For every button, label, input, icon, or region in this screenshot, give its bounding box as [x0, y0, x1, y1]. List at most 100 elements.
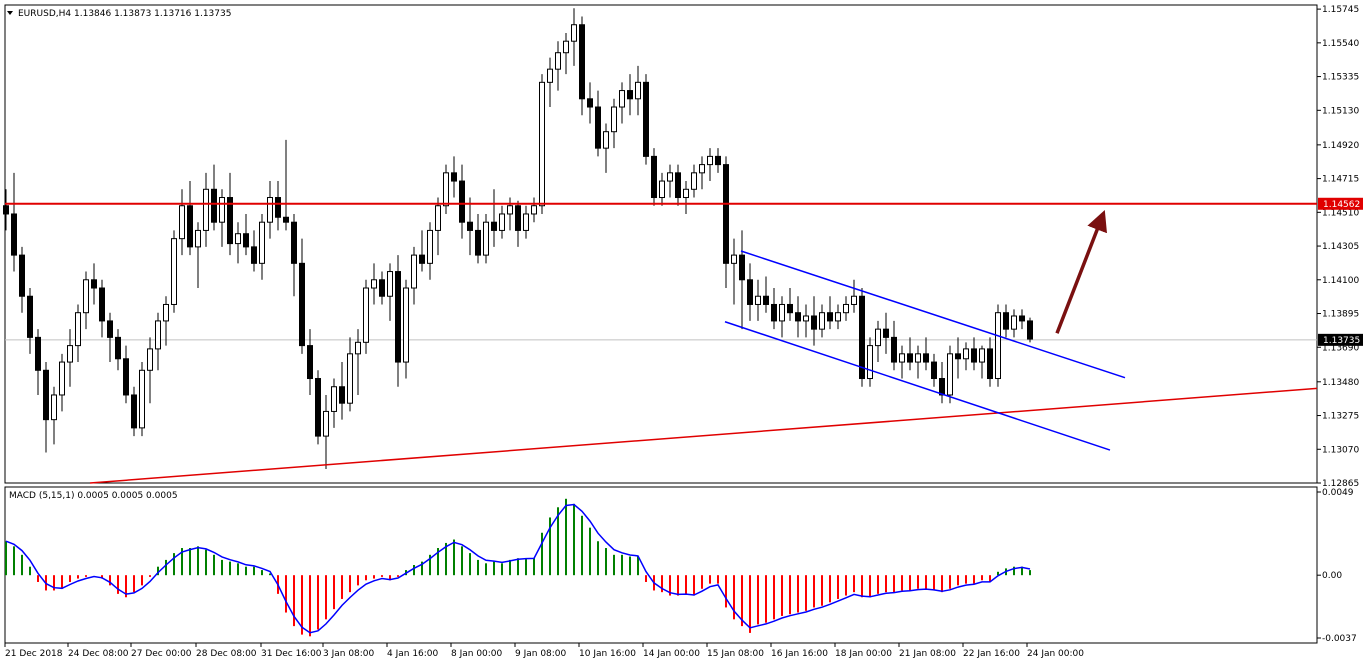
candle[interactable] [771, 288, 777, 330]
candle[interactable] [379, 271, 385, 305]
candle[interactable] [859, 288, 865, 387]
drawn-objects[interactable] [5, 202, 1318, 484]
candle[interactable] [123, 345, 129, 404]
candle[interactable] [835, 304, 841, 330]
candle[interactable] [747, 263, 753, 321]
candle[interactable] [563, 32, 569, 75]
candle[interactable] [371, 263, 377, 305]
candle[interactable] [651, 148, 657, 206]
candle[interactable] [83, 271, 89, 330]
candle[interactable] [715, 148, 721, 173]
candle[interactable] [19, 246, 25, 313]
candle[interactable] [1003, 304, 1009, 338]
candle[interactable] [275, 181, 281, 231]
candle[interactable] [315, 370, 321, 445]
candle[interactable] [699, 156, 705, 190]
candle[interactable] [515, 200, 521, 247]
candle[interactable] [307, 329, 313, 395]
candle[interactable] [675, 164, 681, 206]
candle[interactable] [659, 172, 665, 206]
candle[interactable] [435, 197, 441, 256]
candle[interactable] [243, 213, 249, 256]
candle[interactable] [931, 353, 937, 387]
candle[interactable] [875, 320, 881, 363]
candle[interactable] [843, 296, 849, 321]
candle[interactable] [883, 312, 889, 354]
candle[interactable] [1011, 309, 1017, 338]
candle[interactable] [259, 213, 265, 280]
candle[interactable] [667, 164, 673, 198]
channel-lower-line[interactable] [724, 321, 1111, 451]
candle[interactable] [347, 337, 353, 412]
candle[interactable] [451, 156, 457, 198]
candle[interactable] [59, 353, 65, 412]
candle[interactable] [395, 255, 401, 387]
candle[interactable] [619, 82, 625, 124]
candle[interactable] [171, 230, 177, 313]
candle[interactable] [899, 345, 905, 379]
candle[interactable] [267, 181, 273, 239]
candle[interactable] [971, 337, 977, 371]
candle[interactable] [851, 279, 857, 313]
candle[interactable] [219, 189, 225, 247]
candle[interactable] [499, 205, 505, 239]
candle[interactable] [979, 345, 985, 379]
candle[interactable] [195, 222, 201, 289]
candle[interactable] [299, 238, 305, 354]
candle[interactable] [155, 312, 161, 371]
candle[interactable] [579, 16, 585, 116]
candle[interactable] [147, 337, 153, 404]
candle[interactable] [323, 394, 329, 470]
candle[interactable] [67, 329, 73, 387]
candle[interactable] [99, 279, 105, 338]
candle[interactable] [867, 337, 873, 387]
candle[interactable] [3, 189, 9, 231]
candle[interactable] [75, 304, 81, 363]
candle[interactable] [1019, 309, 1025, 330]
candle[interactable] [291, 213, 297, 297]
candle[interactable] [587, 82, 593, 124]
candle[interactable] [27, 288, 33, 354]
candle[interactable] [611, 98, 617, 149]
candle[interactable] [539, 74, 545, 214]
candle[interactable] [483, 213, 489, 264]
candle[interactable] [955, 337, 961, 379]
candle[interactable] [811, 296, 817, 346]
candle[interactable] [547, 57, 553, 108]
candle[interactable] [11, 172, 17, 272]
candle[interactable] [603, 123, 609, 173]
candle[interactable] [923, 337, 929, 371]
candle[interactable] [947, 345, 953, 404]
candle[interactable] [731, 238, 737, 305]
candle[interactable] [707, 148, 713, 182]
candle[interactable] [91, 263, 97, 305]
candle[interactable] [723, 156, 729, 289]
support-trendline[interactable] [89, 387, 1318, 484]
candle[interactable] [187, 181, 193, 256]
candle[interactable] [939, 362, 945, 404]
candle[interactable] [755, 279, 761, 321]
candle[interactable] [907, 337, 913, 371]
candle[interactable] [779, 296, 785, 338]
candle[interactable] [43, 362, 49, 453]
candle[interactable] [403, 279, 409, 379]
candle[interactable] [683, 181, 689, 214]
price-axis[interactable]: 1.15745 1.15540 1.15335 1.15130 1.14920 1.147… [1317, 5, 1363, 644]
candle[interactable] [211, 164, 217, 231]
candle[interactable] [691, 164, 697, 198]
candle[interactable] [763, 276, 769, 313]
candle[interactable] [963, 342, 969, 371]
candle[interactable] [107, 312, 113, 363]
candle[interactable] [139, 362, 145, 437]
candle[interactable] [163, 296, 169, 346]
candle[interactable] [363, 279, 369, 354]
candle[interactable] [795, 296, 801, 338]
candle[interactable] [387, 263, 393, 321]
candle[interactable] [915, 345, 921, 379]
candle[interactable] [227, 172, 233, 256]
candle[interactable] [787, 288, 793, 321]
candle[interactable] [819, 304, 825, 338]
candle[interactable] [891, 320, 897, 371]
candle[interactable] [555, 41, 561, 91]
candle[interactable] [251, 230, 257, 272]
